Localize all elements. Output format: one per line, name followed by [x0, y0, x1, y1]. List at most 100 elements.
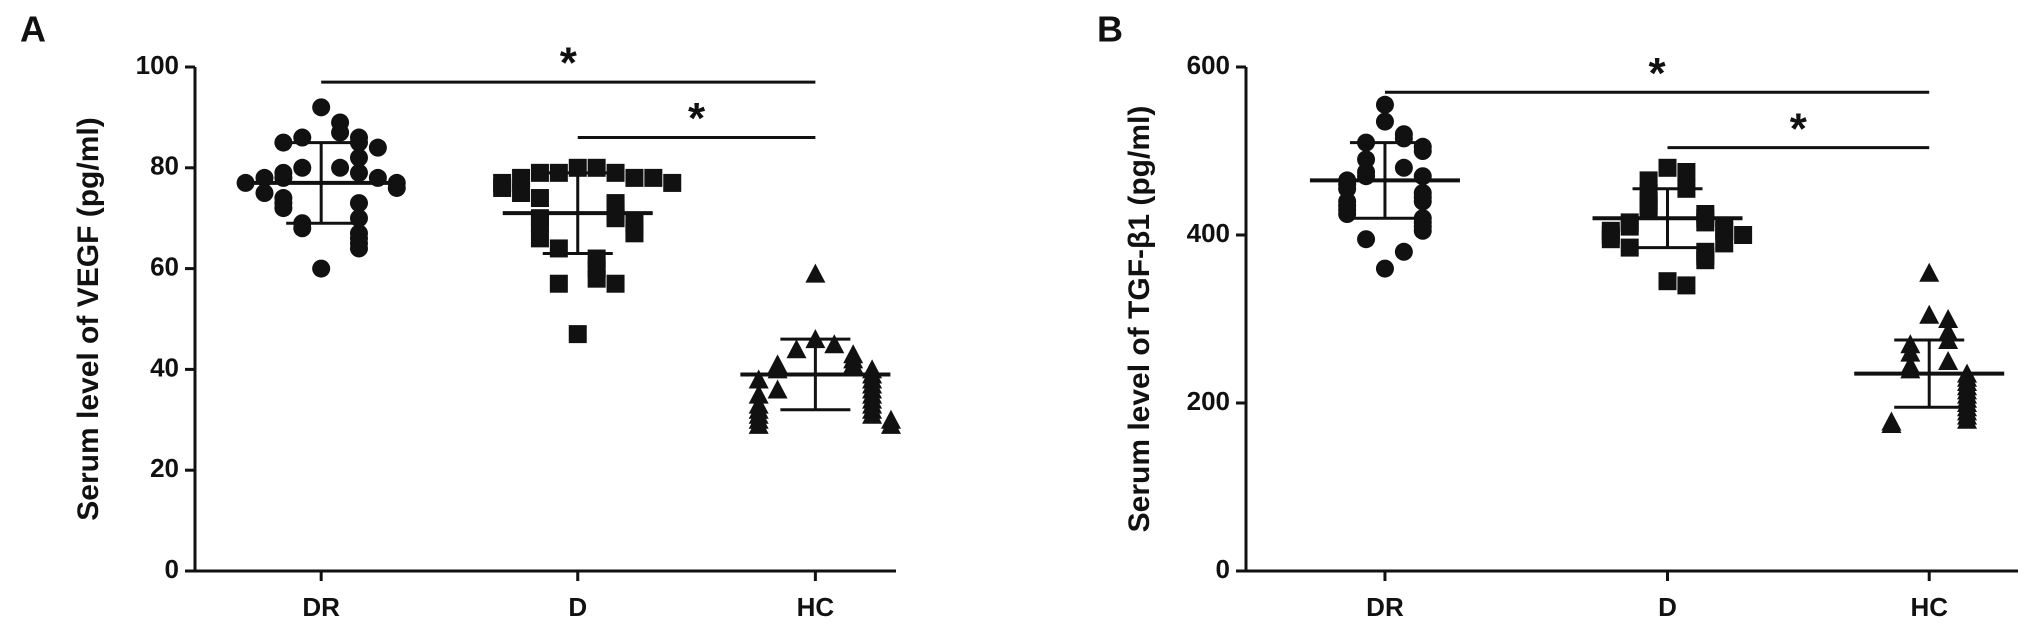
data-point [349, 163, 368, 182]
y-axis-label: Serum level of TGF-β1 (pg/ml) [1123, 106, 1156, 533]
data-point [1357, 230, 1376, 249]
data-point [748, 384, 769, 404]
x-tick-label: HC [1910, 592, 1948, 622]
data-point [625, 224, 644, 243]
data-point [274, 133, 293, 152]
y-tick-label: 80 [150, 151, 179, 181]
x-tick-label: HC [797, 592, 835, 622]
data-point [549, 274, 568, 293]
data-point [862, 404, 883, 424]
x-tick-label: DR [302, 592, 340, 622]
data-point [1338, 205, 1357, 223]
data-point [1601, 230, 1620, 249]
data-point [1658, 158, 1677, 177]
y-tick-label: 60 [150, 251, 179, 281]
data-point [606, 163, 625, 182]
data-point [368, 138, 387, 157]
data-point [1919, 262, 1940, 282]
data-point [312, 98, 331, 117]
data-point [1375, 259, 1394, 278]
data-point [1338, 179, 1357, 198]
data-point [606, 274, 625, 293]
data-point [880, 414, 901, 434]
y-tick-label: 200 [1187, 386, 1230, 416]
significance-label: * [1790, 104, 1808, 153]
data-point [1413, 192, 1432, 211]
y-tick-label: 0 [165, 554, 179, 584]
data-point [1413, 142, 1432, 160]
data-point [493, 178, 512, 197]
data-point [843, 354, 864, 374]
data-point [331, 123, 350, 142]
data-point [663, 173, 682, 192]
data-point [349, 239, 368, 258]
data-point [786, 339, 807, 359]
data-point [1375, 95, 1394, 114]
data-point [274, 199, 293, 218]
x-tick-label: D [1658, 592, 1677, 622]
y-axis-label: Serum level of VEGF (pg/ml) [72, 117, 105, 520]
data-point [255, 184, 274, 202]
y-tick-label: 600 [1187, 50, 1230, 80]
panel-label: B [1097, 9, 1123, 50]
data-point [644, 168, 663, 187]
data-point [1413, 167, 1432, 186]
data-point [1696, 251, 1715, 270]
data-point [1938, 309, 1959, 328]
data-point [1357, 167, 1376, 186]
data-point [1938, 351, 1959, 370]
y-tick-label: 40 [150, 352, 179, 382]
data-point [312, 259, 331, 278]
data-point [1620, 217, 1639, 236]
data-point [587, 269, 606, 288]
data-point [1677, 163, 1696, 181]
data-point [1957, 409, 1978, 429]
data-point [1357, 150, 1376, 169]
data-point [1658, 272, 1677, 291]
data-point [293, 158, 312, 177]
y-tick-label: 400 [1187, 218, 1230, 248]
data-point [1394, 242, 1413, 261]
data-point [530, 189, 549, 208]
data-point [824, 334, 845, 354]
data-point [530, 229, 549, 248]
data-point [1677, 276, 1696, 295]
data-point [1639, 200, 1658, 219]
data-point [530, 163, 549, 182]
x-tick-label: DR [1366, 592, 1404, 622]
y-tick-label: 20 [150, 453, 179, 483]
y-tick-label: 0 [1216, 554, 1230, 584]
data-point [805, 263, 826, 283]
data-point [349, 133, 368, 152]
data-point [1394, 129, 1413, 148]
data-point [568, 325, 587, 344]
data-point [1919, 304, 1940, 324]
y-tick-label: 100 [136, 50, 179, 80]
significance-label: * [560, 39, 578, 88]
data-point [1394, 158, 1413, 177]
data-point [748, 369, 769, 389]
data-point [1715, 234, 1734, 253]
data-point [767, 379, 788, 399]
data-point [1375, 112, 1394, 131]
panel-label: A [20, 9, 46, 50]
data-point [1734, 226, 1753, 244]
data-point [748, 414, 769, 434]
data-point [349, 194, 368, 213]
significance-label: * [1649, 49, 1667, 98]
data-point [236, 173, 255, 192]
x-tick-label: D [568, 592, 587, 622]
data-point [1881, 414, 1902, 433]
data-point [512, 184, 531, 202]
significance-label: * [688, 94, 706, 143]
data-point [530, 214, 549, 233]
data-point [1620, 238, 1639, 257]
data-point [1413, 221, 1432, 240]
data-point [331, 158, 350, 177]
data-point [1900, 342, 1921, 362]
data-point [512, 168, 531, 187]
data-point [349, 148, 368, 167]
data-point [625, 168, 644, 187]
data-point [1696, 213, 1715, 232]
